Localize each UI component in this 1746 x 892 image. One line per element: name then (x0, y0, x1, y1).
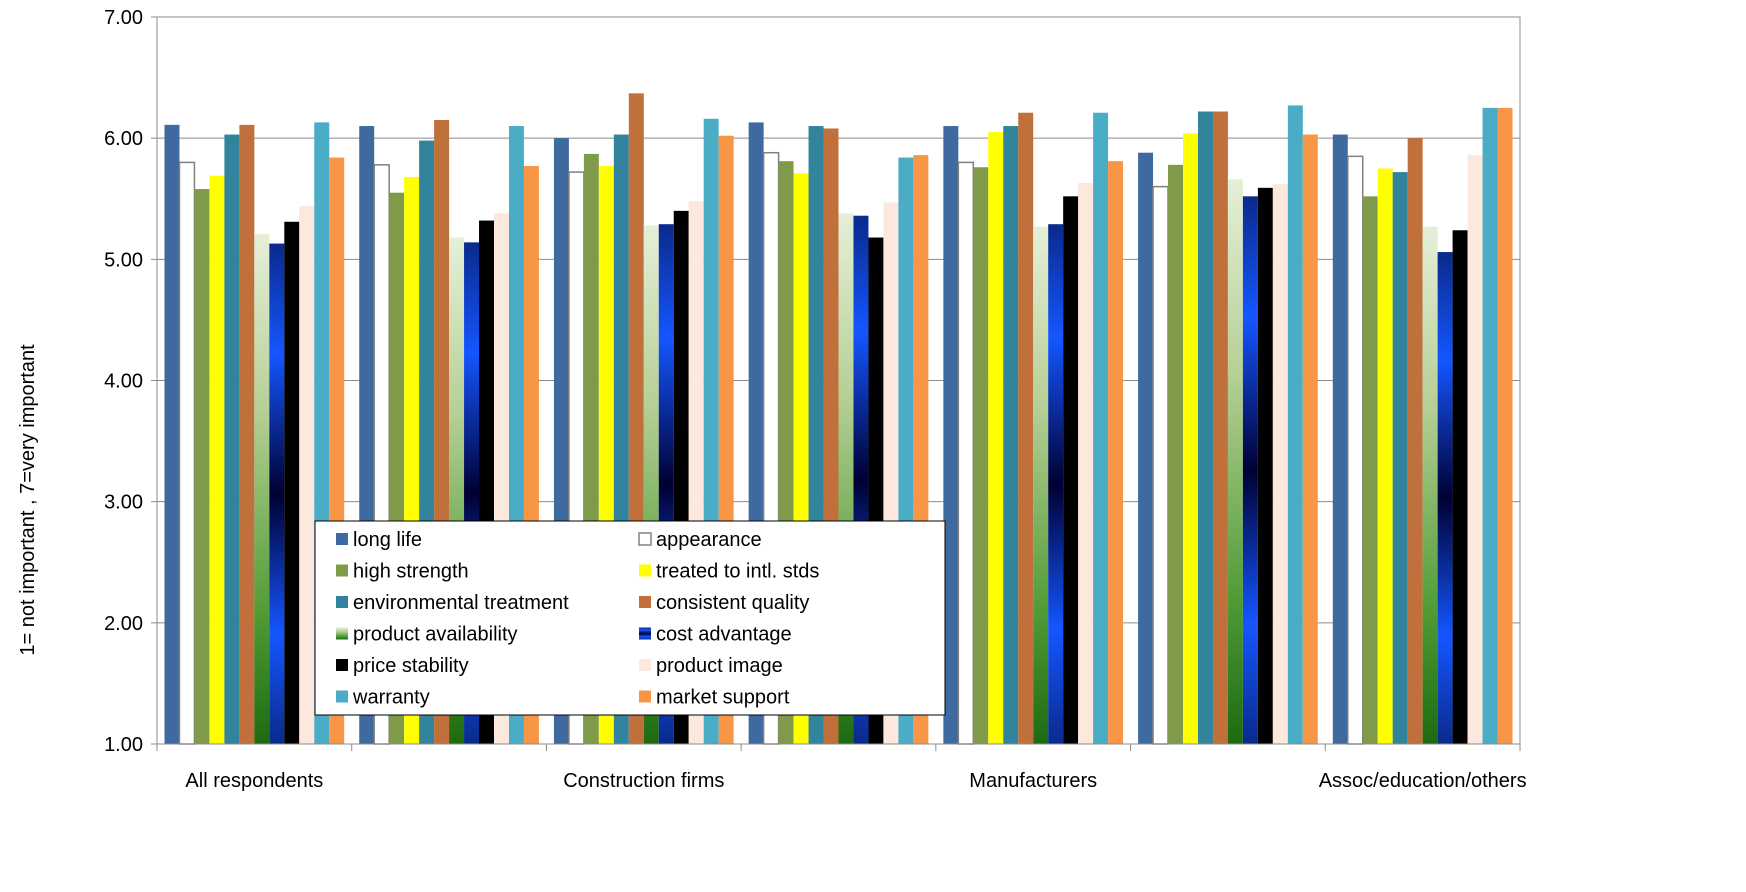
legend-swatch (639, 627, 651, 640)
bar (1138, 152, 1154, 744)
legend-label: warranty (352, 687, 430, 709)
bar (178, 161, 196, 745)
bar (1197, 111, 1213, 744)
legend-swatch (336, 627, 348, 640)
bar (1242, 196, 1258, 744)
bar (1392, 172, 1408, 745)
y-tick-label: 3.00 (104, 492, 143, 514)
bar (1377, 168, 1393, 745)
legend-label: consistent quality (656, 592, 809, 614)
y-tick-label: 7.00 (104, 7, 143, 29)
bar (1362, 196, 1378, 744)
legend-label: price stability (353, 655, 469, 677)
bar (1482, 107, 1498, 744)
legend-swatch (639, 564, 651, 577)
bar (209, 175, 225, 744)
legend-label: product image (656, 655, 783, 677)
legend-label: market support (656, 687, 790, 709)
bar (1437, 252, 1453, 744)
bar (1257, 187, 1273, 745)
bar (1422, 226, 1438, 744)
bar (1407, 138, 1423, 744)
y-tick-label: 4.00 (104, 371, 143, 393)
legend-swatch (336, 659, 348, 671)
legend-swatch (336, 533, 348, 545)
y-tick-label: 2.00 (104, 613, 143, 635)
bar (1332, 134, 1348, 744)
bar (1302, 134, 1318, 744)
legend-label: treated to intl. stds (656, 561, 819, 583)
bar (269, 243, 285, 744)
legend-swatch (639, 596, 651, 608)
bar (1152, 185, 1169, 745)
bar (988, 132, 1004, 744)
x-tick-label: All respondents (185, 770, 323, 792)
bar (1347, 155, 1364, 745)
bar (1452, 230, 1468, 745)
bar (1287, 105, 1303, 745)
bar (1272, 184, 1288, 744)
bar (1033, 226, 1049, 744)
legend-swatch (639, 659, 651, 671)
bar (224, 134, 240, 744)
bar (943, 126, 959, 745)
x-tick-label: Construction firms (563, 770, 724, 792)
y-tick-label: 6.00 (104, 128, 143, 150)
bar (973, 167, 989, 744)
axes: 1.00 2.00 3.00 4.00 5.00 6.00 7.00 All responde… (104, 7, 1527, 792)
bar (957, 161, 975, 745)
y-axis-label: 1= not important , 7=very important (17, 344, 39, 656)
plot-frame (156, 16, 1521, 745)
legend-label: environmental treatment (353, 592, 569, 614)
legend-label: cost advantage (656, 624, 792, 646)
bar (1227, 179, 1243, 744)
legend-label: high strength (353, 561, 469, 583)
bar (1183, 133, 1198, 744)
legend-label: appearance (656, 529, 762, 551)
bar (1048, 224, 1064, 744)
legend-label: long life (353, 529, 422, 551)
bar (1003, 126, 1019, 745)
bar (1078, 182, 1094, 744)
bar (1063, 196, 1079, 744)
bar (1018, 112, 1034, 744)
bar (1497, 107, 1513, 744)
bar (1093, 112, 1109, 744)
legend-swatch (639, 690, 651, 703)
x-tick-label: Manufacturers (969, 770, 1097, 792)
y-tick-label: 1.00 (104, 734, 143, 756)
legend: long life appearance high strength treated … (314, 520, 946, 716)
y-tick-label: 5.00 (104, 249, 143, 271)
bar (164, 124, 180, 745)
legend-swatch (336, 596, 348, 608)
bar (1467, 155, 1483, 744)
bar (1168, 164, 1183, 744)
legend-swatch (336, 564, 348, 577)
bar (194, 189, 210, 745)
legend-box (314, 520, 946, 716)
x-tick-label: Assoc/education/others (1319, 770, 1527, 792)
legend-swatch (336, 690, 348, 703)
legend-label: product availability (353, 624, 518, 646)
bar (1212, 111, 1228, 744)
bar (254, 233, 270, 744)
bar (239, 124, 255, 745)
bar (284, 221, 300, 744)
bar (299, 206, 315, 744)
legend-swatch (638, 532, 652, 546)
bar (1108, 161, 1124, 744)
